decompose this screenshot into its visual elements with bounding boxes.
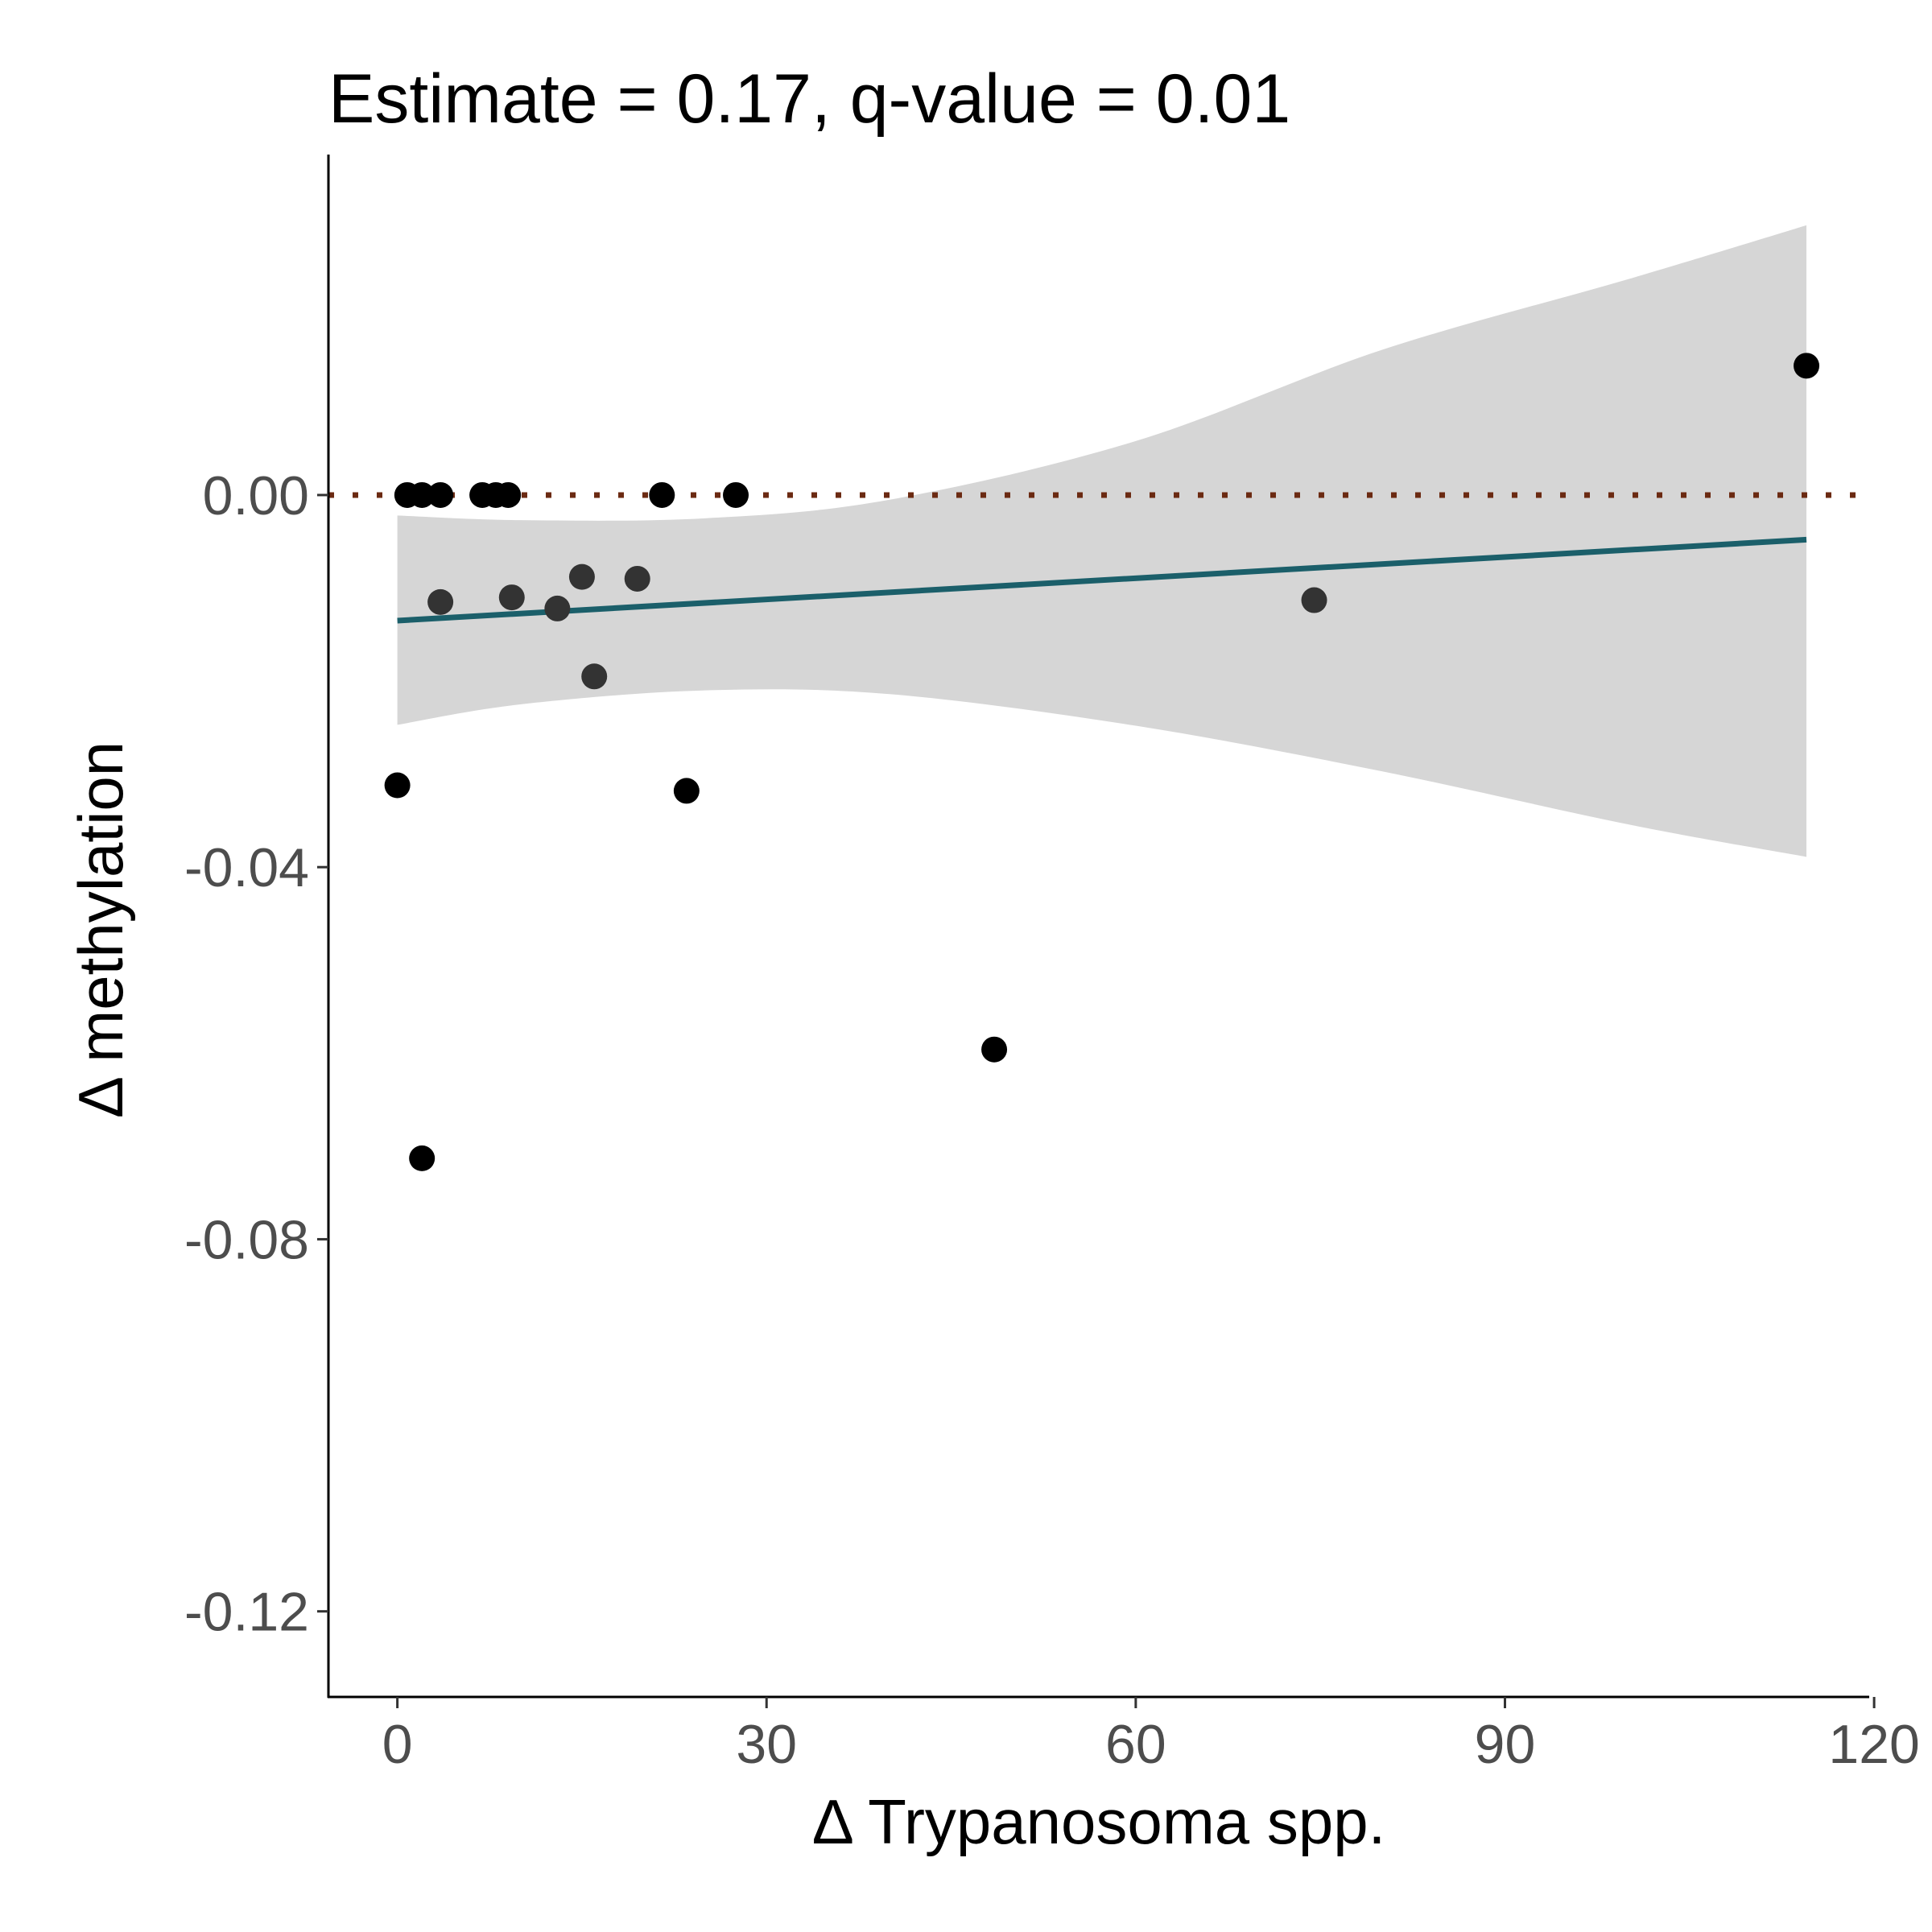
regression-line — [397, 536, 1807, 624]
x-tick-label: 60 — [1105, 1714, 1166, 1775]
data-point — [427, 481, 454, 508]
x-tick-label: 0 — [382, 1714, 413, 1775]
data-point — [624, 565, 650, 592]
y-tick-label: -0.12 — [184, 1582, 309, 1643]
chart-title: Estimate = 0.17, q-value = 0.01 — [328, 60, 1290, 138]
confidence-band — [397, 225, 1807, 857]
data-point — [568, 564, 595, 590]
plot-area: 0 30 60 90 120 0.00 -0.04 -0.08 -0.12 — [184, 155, 1920, 1775]
data-point — [409, 481, 436, 508]
data-point — [544, 595, 571, 621]
data-point — [981, 1036, 1008, 1063]
data-point — [581, 663, 608, 690]
data-point — [1794, 353, 1820, 379]
y-tick-label: -0.04 — [184, 837, 309, 898]
x-tick-label: 90 — [1475, 1714, 1536, 1775]
data-point — [384, 772, 411, 799]
x-tick-label: 120 — [1828, 1714, 1919, 1775]
data-point — [673, 778, 700, 804]
data-point — [427, 588, 454, 615]
data-point — [498, 584, 525, 611]
data-point — [723, 481, 749, 508]
data-point — [649, 481, 675, 508]
data-point — [409, 1145, 436, 1171]
y-axis-title: Δ methylation — [65, 741, 136, 1118]
data-point — [1301, 587, 1327, 613]
data-point — [495, 481, 522, 508]
x-tick-label: 30 — [736, 1714, 797, 1775]
x-axis-title: Δ Trypanosoma spp. — [812, 1786, 1386, 1857]
y-tick-label: -0.08 — [184, 1209, 309, 1270]
y-tick-label: 0.00 — [203, 465, 309, 526]
